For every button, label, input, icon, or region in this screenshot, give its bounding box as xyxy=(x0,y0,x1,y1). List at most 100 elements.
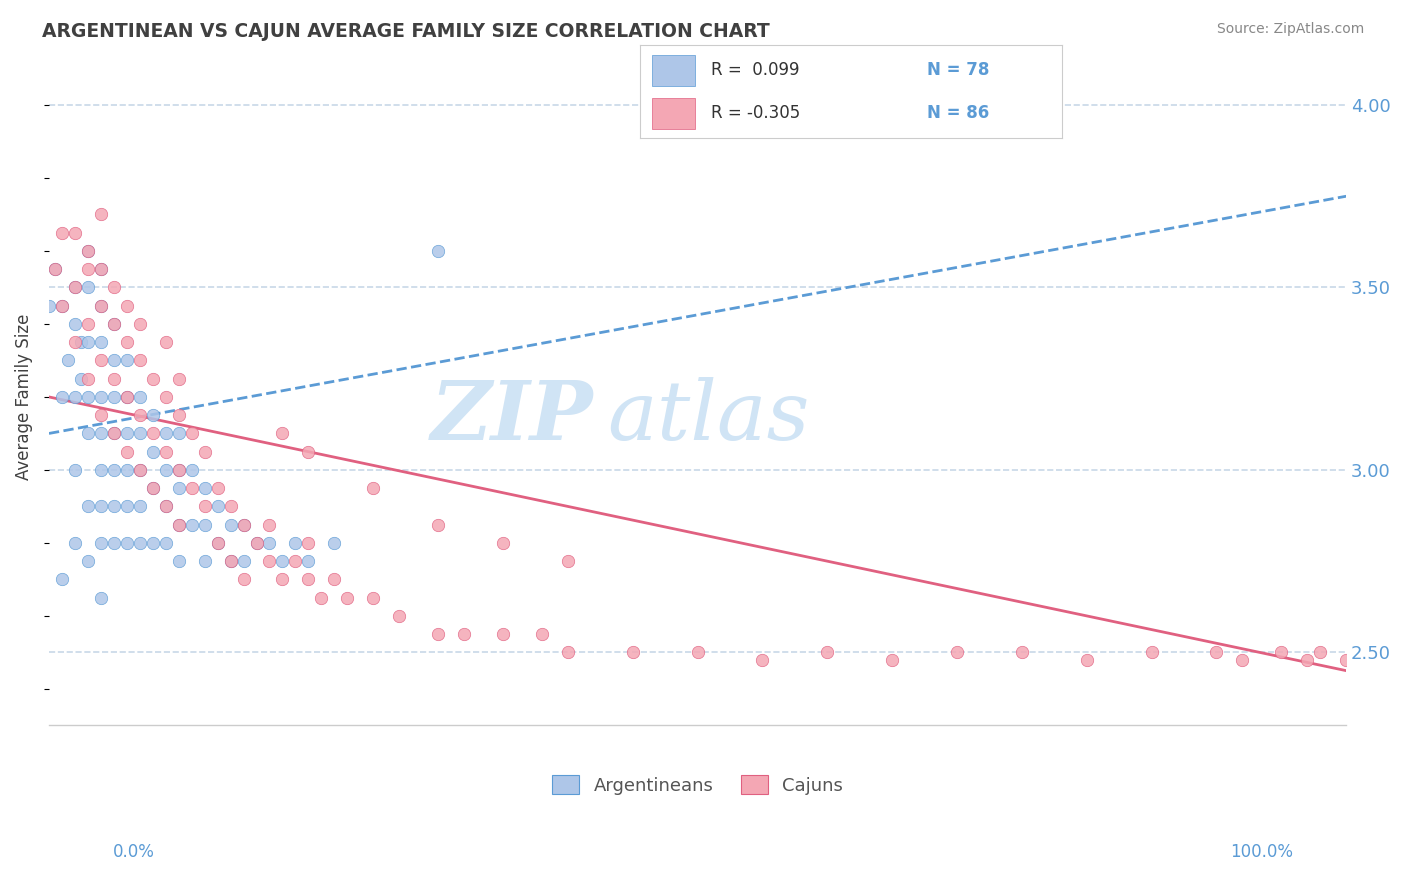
Point xyxy=(207,500,229,514)
Point xyxy=(90,262,112,277)
Point xyxy=(142,372,165,386)
Point xyxy=(44,262,66,277)
Point xyxy=(297,444,319,458)
Point xyxy=(128,536,150,550)
Point xyxy=(271,426,294,441)
Point xyxy=(128,353,150,368)
Point xyxy=(167,372,190,386)
Point xyxy=(142,426,165,441)
Point xyxy=(128,317,150,331)
Point xyxy=(63,463,86,477)
Point xyxy=(142,481,165,495)
Point xyxy=(51,299,73,313)
Point xyxy=(115,335,138,350)
Point xyxy=(219,517,242,532)
Point xyxy=(815,645,838,659)
Point xyxy=(167,517,190,532)
Point xyxy=(90,262,112,277)
Point xyxy=(1270,645,1292,659)
Point xyxy=(155,426,177,441)
Point xyxy=(492,536,515,550)
Point xyxy=(194,444,217,458)
Point xyxy=(115,536,138,550)
Point xyxy=(207,536,229,550)
Point xyxy=(232,573,254,587)
Point xyxy=(155,390,177,404)
Point xyxy=(194,554,217,568)
Point xyxy=(180,463,202,477)
Point xyxy=(232,517,254,532)
Point xyxy=(167,408,190,422)
Point xyxy=(142,481,165,495)
Point xyxy=(142,444,165,458)
Point xyxy=(115,444,138,458)
Point xyxy=(167,517,190,532)
Point xyxy=(103,426,125,441)
Point xyxy=(90,207,112,221)
Point xyxy=(167,481,190,495)
Point xyxy=(219,554,242,568)
Point xyxy=(128,463,150,477)
Point xyxy=(63,536,86,550)
Point xyxy=(77,244,100,258)
Point xyxy=(103,426,125,441)
Point xyxy=(155,500,177,514)
Point xyxy=(63,335,86,350)
Point xyxy=(1309,645,1331,659)
Point xyxy=(180,481,202,495)
Text: 100.0%: 100.0% xyxy=(1230,843,1294,861)
FancyBboxPatch shape xyxy=(652,98,695,129)
Point xyxy=(219,500,242,514)
Point xyxy=(167,426,190,441)
Point xyxy=(427,517,450,532)
Point xyxy=(90,299,112,313)
Point xyxy=(90,335,112,350)
Point xyxy=(103,353,125,368)
Point xyxy=(103,463,125,477)
Point xyxy=(51,226,73,240)
Point xyxy=(245,536,267,550)
Point xyxy=(90,390,112,404)
Point xyxy=(77,280,100,294)
Point xyxy=(103,536,125,550)
Point xyxy=(621,645,644,659)
Point xyxy=(90,536,112,550)
Text: N = 78: N = 78 xyxy=(927,61,988,78)
Text: ZIP: ZIP xyxy=(432,376,593,457)
Point xyxy=(453,627,475,641)
Point xyxy=(1011,645,1033,659)
Y-axis label: Average Family Size: Average Family Size xyxy=(15,314,32,480)
Point xyxy=(128,390,150,404)
Point xyxy=(63,390,86,404)
Point xyxy=(103,280,125,294)
Point xyxy=(751,653,773,667)
Point xyxy=(115,353,138,368)
Point xyxy=(194,500,217,514)
Point xyxy=(115,390,138,404)
Point xyxy=(155,500,177,514)
Point xyxy=(427,627,450,641)
Point xyxy=(51,299,73,313)
Point xyxy=(77,500,100,514)
Point xyxy=(232,517,254,532)
Point xyxy=(1205,645,1227,659)
Point xyxy=(1140,645,1163,659)
Point xyxy=(128,426,150,441)
FancyBboxPatch shape xyxy=(652,55,695,86)
Point xyxy=(388,608,411,623)
Point xyxy=(77,372,100,386)
Point xyxy=(128,500,150,514)
Point xyxy=(103,390,125,404)
Point xyxy=(167,463,190,477)
Point xyxy=(180,426,202,441)
Point xyxy=(1076,653,1098,667)
Point xyxy=(284,554,307,568)
Point xyxy=(194,517,217,532)
Point xyxy=(63,317,86,331)
Point xyxy=(259,536,281,550)
Point xyxy=(128,463,150,477)
Point xyxy=(297,573,319,587)
Point xyxy=(155,463,177,477)
Point xyxy=(194,481,217,495)
Point xyxy=(207,536,229,550)
